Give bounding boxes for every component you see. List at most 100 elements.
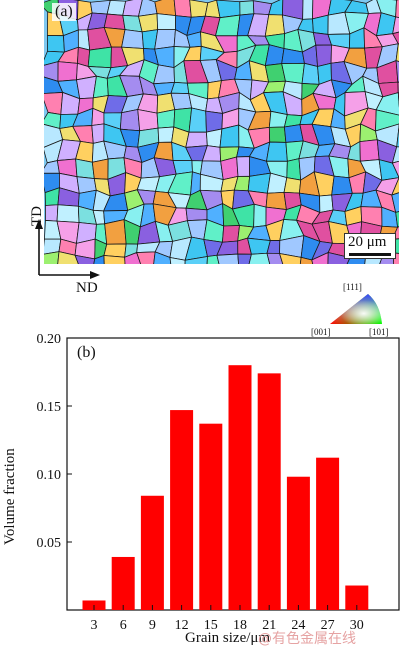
grain xyxy=(206,128,223,148)
ipf-111-label: [111] xyxy=(343,282,362,292)
grain xyxy=(219,124,240,148)
grain xyxy=(93,254,105,264)
grain xyxy=(281,62,305,84)
y-axis-label: Volume fraction xyxy=(2,448,18,545)
grain-map-image xyxy=(44,0,399,264)
x-tick-label: 6 xyxy=(120,618,127,633)
grain xyxy=(319,194,334,213)
grain xyxy=(189,0,209,18)
grain xyxy=(124,252,142,264)
grain xyxy=(239,0,255,16)
grain xyxy=(87,46,112,69)
x-tick-label: 27 xyxy=(321,618,335,633)
grain xyxy=(216,0,241,19)
grain xyxy=(170,81,190,94)
grain xyxy=(216,253,239,264)
grain xyxy=(57,251,79,264)
grain xyxy=(396,123,399,148)
bar-21 xyxy=(257,373,281,610)
grain xyxy=(299,256,314,264)
grain xyxy=(327,251,351,264)
grain xyxy=(206,254,220,264)
grain xyxy=(359,139,380,162)
grain xyxy=(397,92,399,108)
grain xyxy=(395,211,399,228)
grain xyxy=(237,253,252,264)
grain xyxy=(157,126,175,143)
x-tick-label: 18 xyxy=(233,618,247,633)
bar-15 xyxy=(199,423,223,610)
x-tick-label: 30 xyxy=(350,618,364,633)
grain xyxy=(154,0,177,17)
grain xyxy=(221,225,240,243)
ipf-001-label: [001] xyxy=(311,327,331,337)
grain xyxy=(74,254,96,264)
grain xyxy=(156,109,176,129)
x-tick-label: 15 xyxy=(204,618,218,633)
watermark: @有色金属在线 xyxy=(258,631,356,647)
y-tick-label: 0.20 xyxy=(37,332,62,347)
td-arrow-icon xyxy=(35,219,43,229)
bar-12 xyxy=(170,410,194,610)
grain xyxy=(173,0,192,18)
panel-b-label: (b) xyxy=(77,344,96,361)
grain xyxy=(220,156,239,181)
nd-label: ND xyxy=(76,280,98,296)
x-tick-label: 24 xyxy=(291,618,305,633)
grain xyxy=(185,131,208,148)
grain xyxy=(44,160,60,174)
x-axis-label: Grain size/μm xyxy=(185,630,271,646)
grain xyxy=(119,109,141,132)
bar-9 xyxy=(140,495,164,610)
grain xyxy=(391,160,399,179)
grain xyxy=(392,31,399,45)
grain xyxy=(266,252,284,264)
grain xyxy=(103,255,126,264)
grain xyxy=(268,0,284,16)
grain xyxy=(392,16,399,35)
x-tick-label: 3 xyxy=(91,618,98,633)
scale-bar xyxy=(349,253,391,256)
grain xyxy=(57,61,78,82)
y-tick-label: 0.15 xyxy=(37,400,62,415)
nd-arrow-icon xyxy=(90,271,100,279)
bar-6 xyxy=(111,556,135,610)
grain xyxy=(136,251,156,264)
grain xyxy=(47,35,65,53)
grain xyxy=(247,237,271,255)
grain xyxy=(170,92,193,111)
grain xyxy=(395,43,399,62)
grain-size-chart: 0.05 0.10 0.15 0.20 3 6 9 12 15 18 21 24 27 30 xyxy=(37,332,400,633)
grain xyxy=(138,13,159,33)
grain xyxy=(311,251,329,264)
grain xyxy=(397,81,399,94)
x-tick-label: 12 xyxy=(175,618,189,633)
td-label: TD xyxy=(29,206,45,226)
grain xyxy=(302,0,314,20)
grain xyxy=(315,44,332,67)
y-tick-label: 0.05 xyxy=(37,536,62,551)
grain xyxy=(248,252,271,264)
grain xyxy=(286,158,302,181)
grain xyxy=(75,158,95,180)
grain xyxy=(44,92,64,115)
x-ticks: 3 6 9 12 15 18 21 24 27 30 xyxy=(91,605,364,633)
grain xyxy=(91,158,109,180)
grain xyxy=(44,251,60,264)
grain xyxy=(264,14,286,37)
grain xyxy=(378,159,399,181)
grain xyxy=(91,123,105,144)
ipf-101-label: [101] xyxy=(369,327,389,337)
x-tick-label: 9 xyxy=(149,618,156,633)
grain xyxy=(283,177,302,194)
grain xyxy=(188,107,207,133)
grain xyxy=(278,252,302,264)
grain xyxy=(247,172,271,194)
ebsd-map xyxy=(44,0,399,264)
grain xyxy=(266,141,288,162)
bar-27 xyxy=(316,457,340,610)
grain xyxy=(156,13,177,31)
grain xyxy=(312,14,329,35)
grain xyxy=(301,62,320,85)
grain xyxy=(375,92,399,116)
